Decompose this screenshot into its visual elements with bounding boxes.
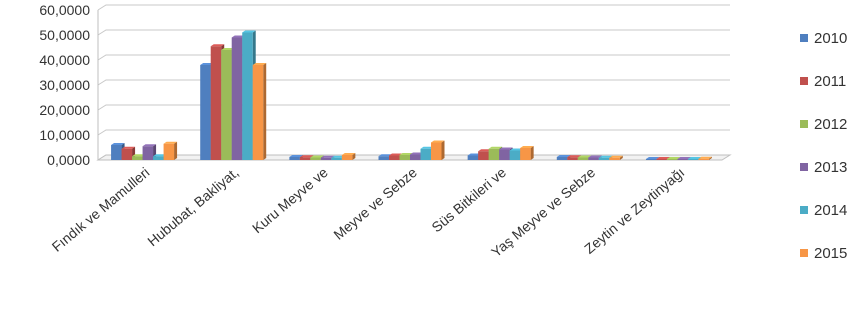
y-tick-label: 30,0000 bbox=[39, 77, 90, 93]
category-label: Süs Bitkileri ve bbox=[428, 164, 509, 235]
bar bbox=[252, 63, 267, 160]
legend-item: 2012 bbox=[800, 116, 847, 133]
bar bbox=[341, 153, 356, 160]
legend-swatch bbox=[800, 77, 808, 85]
legend-swatch bbox=[800, 120, 808, 128]
y-tick-label: 40,0000 bbox=[39, 52, 90, 68]
legend-swatch bbox=[800, 34, 808, 42]
legend-item: 2013 bbox=[800, 159, 847, 176]
bar bbox=[163, 141, 178, 160]
legend: 2010 2011 2012 2013 2014 2015 bbox=[800, 30, 847, 262]
legend-label: 2013 bbox=[814, 159, 847, 176]
legend-item: 2014 bbox=[800, 202, 847, 219]
legend-item: 2015 bbox=[800, 245, 847, 262]
y-tick-label: 50,0000 bbox=[39, 27, 90, 43]
legend-swatch bbox=[800, 163, 808, 171]
legend-label: 2010 bbox=[814, 30, 847, 47]
y-tick-labels: 0,0000 10,0000 20,0000 30,0000 40,0000 50,000… bbox=[39, 2, 90, 168]
category-label: Meyve ve Sebze bbox=[330, 164, 420, 243]
gridlines bbox=[97, 4, 730, 161]
bar bbox=[698, 156, 712, 160]
legend-swatch bbox=[800, 206, 808, 214]
gridline bbox=[97, 4, 730, 11]
axes bbox=[96, 10, 732, 161]
legend-item: 2010 bbox=[800, 30, 847, 47]
gridline bbox=[97, 79, 730, 86]
y-tick-label: 0,0000 bbox=[47, 152, 90, 168]
y-tick-label: 20,0000 bbox=[39, 102, 90, 118]
bar bbox=[609, 155, 623, 160]
gridline bbox=[97, 29, 730, 36]
legend-label: 2015 bbox=[814, 245, 847, 262]
legend-swatch bbox=[800, 249, 808, 257]
gridline bbox=[97, 104, 730, 111]
category-label: Kuru Meyve ve bbox=[249, 164, 331, 236]
gridline bbox=[97, 54, 730, 61]
gridline bbox=[97, 129, 730, 136]
y-tick-label: 10,0000 bbox=[39, 127, 90, 143]
legend-label: 2014 bbox=[814, 202, 847, 219]
category-label: Zeytin ve Zeytinyağı bbox=[581, 164, 687, 257]
legend-label: 2011 bbox=[814, 73, 846, 90]
category-label: Hububat, Bakliyat, bbox=[144, 164, 241, 249]
category-label: Fındık ve Mamulleri bbox=[49, 164, 153, 255]
bar bbox=[431, 140, 445, 160]
legend-label: 2012 bbox=[814, 116, 847, 133]
bar bbox=[520, 146, 534, 160]
legend-item: 2011 bbox=[800, 73, 846, 90]
bars bbox=[111, 30, 712, 160]
y-tick-label: 60,0000 bbox=[39, 2, 90, 18]
